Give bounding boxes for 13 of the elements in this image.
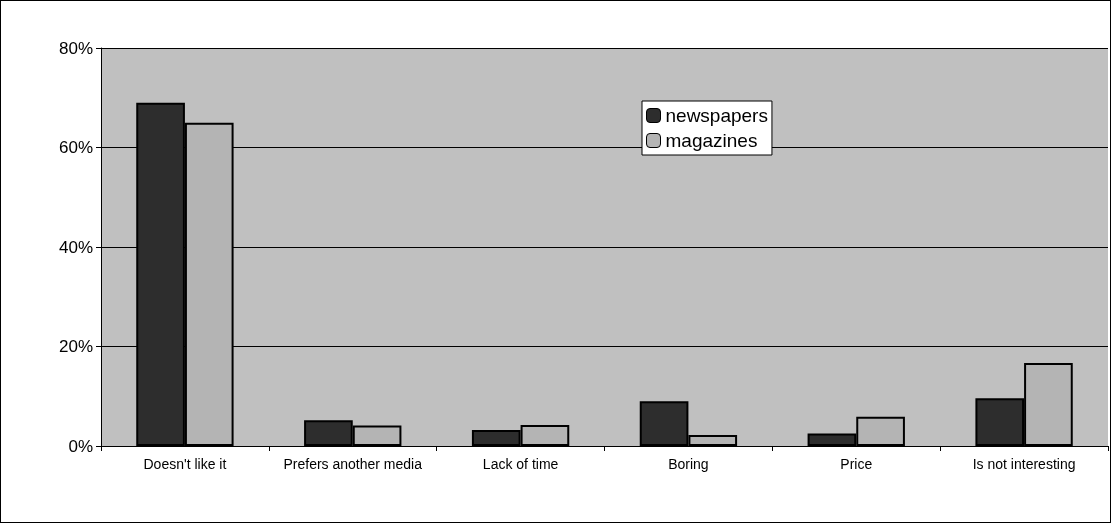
legend-label: magazines — [665, 130, 758, 151]
x-tick-label: Prefers another media — [283, 455, 423, 472]
x-tick-label: Boring — [668, 455, 709, 472]
y-tick-label: 60% — [58, 138, 93, 157]
x-tick-label: Price — [840, 455, 873, 472]
y-tick-label: 0% — [68, 436, 93, 456]
x-tick-label: Doesn't like it — [143, 455, 227, 472]
y-tick-label: 20% — [58, 337, 93, 356]
y-tick-label: 40% — [58, 237, 93, 257]
x-tick-label: Lack of time — [482, 455, 559, 472]
y-tick-label: 80% — [58, 38, 93, 58]
x-tick-label: Is not interesting — [972, 455, 1076, 472]
legend-label: newspapers — [665, 105, 768, 126]
